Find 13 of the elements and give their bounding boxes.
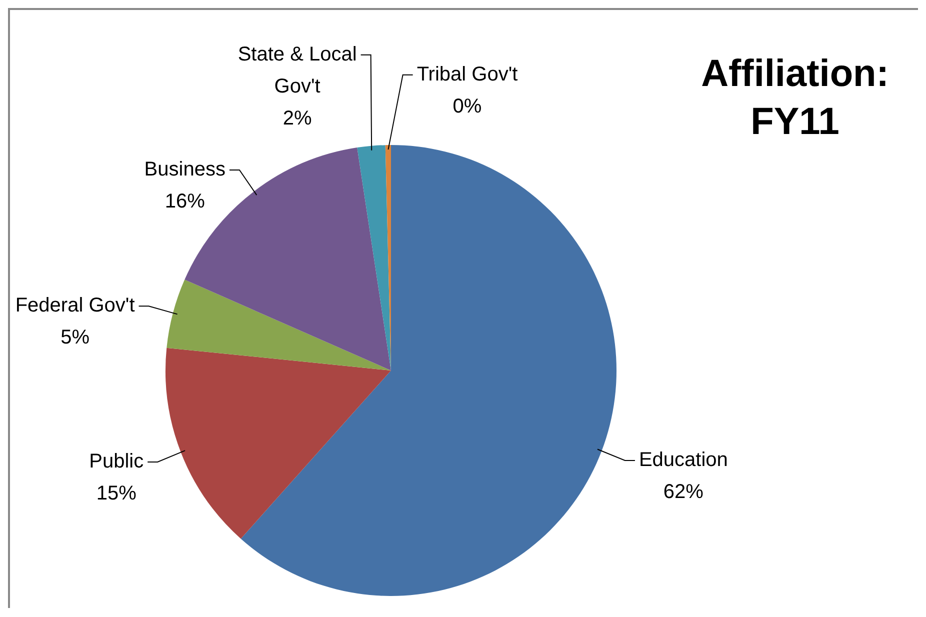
data-label: 2% (282, 107, 312, 130)
slice-label: Business (144, 158, 226, 180)
text: Affiliation: FY11 (700, 52, 890, 145)
data-label: 16% (164, 190, 206, 212)
data-label: 15% (96, 482, 137, 505)
slice-label: State & Local Gov't (238, 43, 357, 98)
data-label: 0% (452, 95, 482, 118)
slice-label: Education (638, 449, 728, 472)
data-label: 62% (663, 481, 704, 504)
slice-label: Tribal Gov't (416, 63, 518, 86)
slice-label: Public (89, 450, 144, 473)
slice-label: Federal Gov't (15, 294, 136, 317)
data-label: 5% (60, 326, 90, 349)
